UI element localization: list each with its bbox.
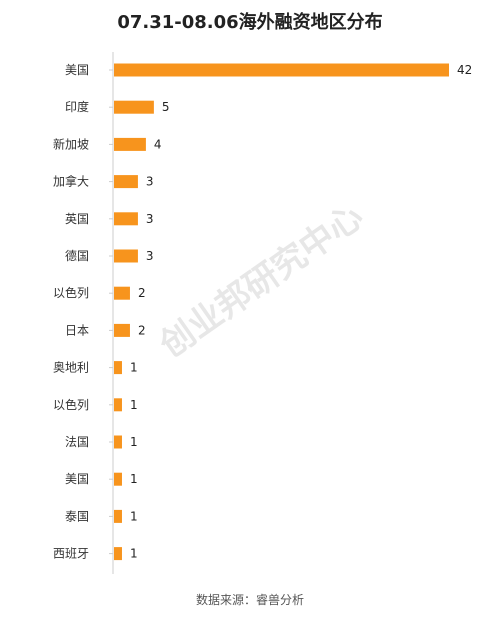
bar [114, 286, 130, 300]
category-label: 美国 [65, 472, 89, 486]
bars-layer: 美国 42 印度 5 新加坡 4 加拿大 3 英国 3 德国 3 以色列 2 日本 2 奥地利 1 以色列 1 法国 1 美… [53, 63, 472, 561]
value-label: 2 [138, 286, 146, 300]
category-label: 奥地利 [53, 361, 89, 375]
bar [114, 435, 122, 449]
category-label: 西班牙 [53, 547, 89, 561]
chart-title: 07.31-08.06海外融资地区分布 [117, 11, 382, 33]
category-label: 英国 [65, 212, 89, 226]
watermark-text: 创业邦研究中心 [152, 196, 371, 366]
category-label: 以色列 [53, 398, 89, 412]
bar [114, 100, 154, 114]
bar [114, 175, 138, 189]
bar [114, 323, 130, 337]
value-label: 1 [130, 361, 138, 375]
bar [114, 547, 122, 561]
value-label: 5 [162, 100, 170, 114]
category-label: 德国 [65, 248, 89, 263]
value-label: 1 [130, 472, 138, 486]
category-label: 法国 [65, 435, 89, 449]
value-label: 1 [130, 398, 138, 412]
value-label: 3 [146, 249, 154, 263]
value-label: 1 [130, 509, 138, 523]
bar [114, 398, 122, 412]
bar [114, 63, 449, 77]
value-label: 1 [130, 435, 138, 449]
bar [114, 249, 138, 263]
bar [114, 509, 122, 523]
watermark: 创业邦研究中心 [152, 196, 371, 366]
source-note: 数据来源：睿兽分析 [196, 592, 304, 607]
category-label: 以色列 [53, 286, 89, 300]
value-label: 42 [457, 63, 472, 77]
value-label: 2 [138, 323, 146, 337]
bar [114, 472, 122, 486]
category-label: 泰国 [65, 509, 89, 523]
category-label: 美国 [65, 63, 89, 77]
value-label: 3 [146, 212, 154, 226]
value-label: 3 [146, 175, 154, 189]
value-label: 1 [130, 547, 138, 561]
category-label: 日本 [65, 323, 89, 337]
category-label: 新加坡 [53, 136, 89, 151]
value-label: 4 [154, 137, 162, 151]
category-label: 加拿大 [53, 174, 89, 189]
bar [114, 137, 146, 151]
bar [114, 361, 122, 375]
bar [114, 212, 138, 226]
category-label: 印度 [65, 99, 89, 114]
